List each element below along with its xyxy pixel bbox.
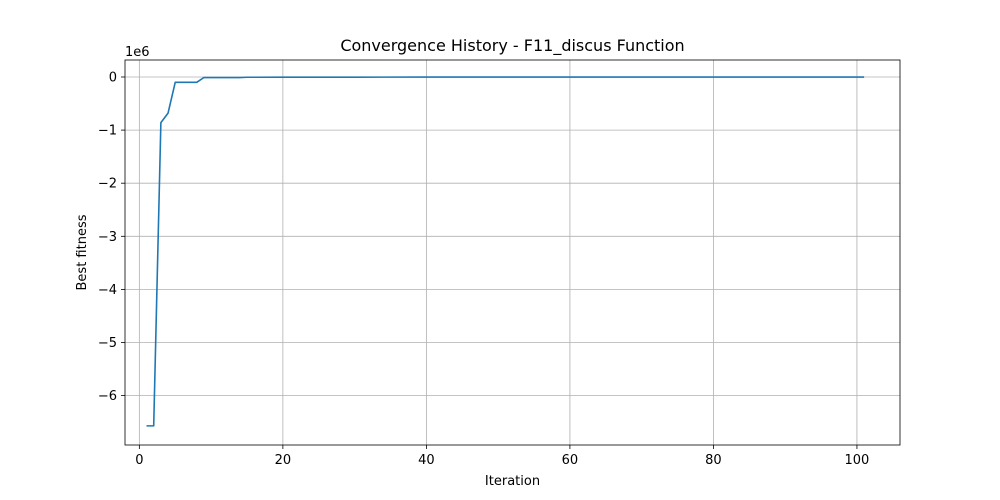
series-line bbox=[146, 76, 865, 427]
x-tick-label: 40 bbox=[418, 453, 435, 468]
y-axis-label: Best fitness bbox=[75, 214, 90, 290]
x-tick-label: 20 bbox=[275, 453, 292, 468]
x-axis-label: Iteration bbox=[485, 474, 540, 489]
x-tick-label: 80 bbox=[705, 453, 722, 468]
plot-frame bbox=[124, 59, 901, 446]
y-tick-label: −5 bbox=[98, 336, 117, 351]
tick-layer: 0 20 40 60 80 100 0 −1 −2 −3 −4 −5 −6 bbox=[98, 70, 870, 468]
chart-title: Convergence History - F11_discus Functio… bbox=[340, 36, 684, 56]
series-layer bbox=[146, 76, 865, 427]
y-tick-label: −6 bbox=[98, 389, 117, 404]
grid-layer bbox=[125, 60, 900, 445]
y-tick-label: −4 bbox=[98, 283, 117, 298]
y-tick-label: −2 bbox=[98, 177, 117, 192]
y-offset-label: 1e6 bbox=[125, 45, 150, 60]
y-tick-label: −3 bbox=[98, 230, 117, 245]
y-tick-label: −1 bbox=[98, 124, 117, 139]
x-tick-label: 0 bbox=[135, 453, 143, 468]
y-tick-label: 0 bbox=[109, 70, 117, 85]
x-tick-label: 60 bbox=[562, 453, 579, 468]
x-tick-label: 100 bbox=[845, 453, 870, 468]
